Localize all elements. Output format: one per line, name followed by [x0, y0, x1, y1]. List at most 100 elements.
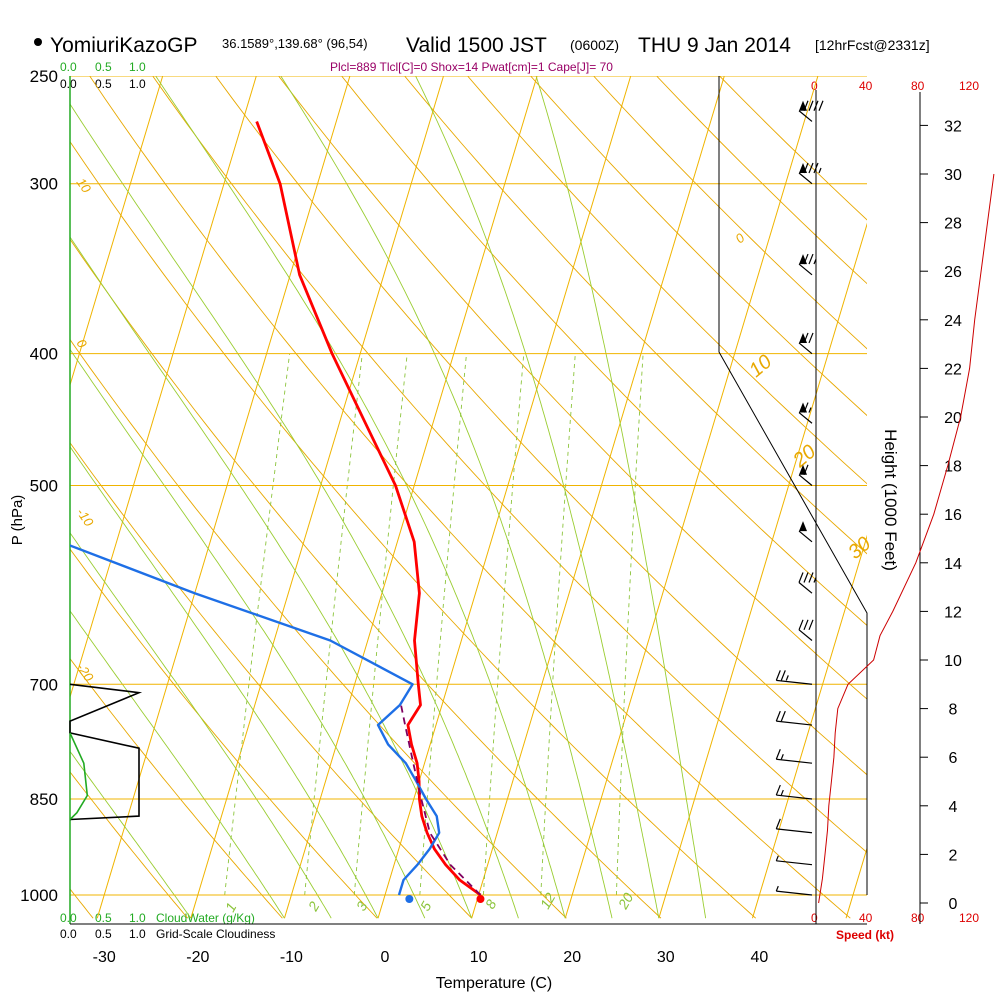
wind-barb-shaft: [798, 172, 813, 185]
wind-barb-shaft: [776, 679, 813, 685]
wind-barb-flag: [808, 100, 814, 111]
dewpoint-profile-line: [70, 544, 441, 896]
wind-barb-flag: [813, 162, 819, 174]
mixing-ratio-line: [615, 353, 644, 896]
wind-barb-shaft: [776, 860, 813, 866]
wind-barb-flag: [808, 619, 814, 631]
pressure-tick-label: 850: [30, 790, 58, 809]
isotherm-line: [564, 76, 819, 919]
wind-barb-pennant: [799, 521, 808, 532]
speed-tick: 80: [911, 79, 925, 93]
height-tick-label: 14: [944, 556, 962, 573]
wind-barb-half-flag: [813, 577, 817, 583]
wind-barb-flag: [803, 162, 809, 174]
dry-adiabat-line: [530, 76, 867, 417]
wind-barb-shaft: [776, 758, 813, 764]
stability-indices: Plcl=889 Tlcl[C]=0 Shox=14 Pwat[cm]=1 Ca…: [330, 60, 613, 74]
mixing-ratio-label: 2: [304, 899, 322, 915]
height-tick-label: 20: [944, 410, 962, 427]
wind-barb-shaft: [776, 794, 813, 800]
height-tick-label: 24: [944, 313, 962, 330]
pressure-tick-label: 300: [30, 175, 58, 194]
temperature-surface-marker: [476, 895, 485, 903]
moist-adiabat-line: [70, 750, 192, 919]
dry-adiabat-line: [592, 76, 867, 350]
wind-barb-shaft: [798, 474, 813, 486]
mixing-ratio-label: 20: [614, 890, 636, 913]
dry-adiabat-line: [70, 771, 189, 919]
speed-tick: 80: [911, 911, 925, 925]
wind-barb: [775, 784, 813, 800]
height-tick-label: 6: [949, 750, 958, 767]
speed-tick: 40: [859, 911, 873, 925]
dry-adiabat-label: 20: [788, 441, 820, 473]
speed-tick: 120: [959, 911, 979, 925]
cloudiness-tick: 0.0: [60, 927, 77, 941]
wind-barb: [775, 885, 813, 896]
height-tick-label: 12: [944, 604, 962, 621]
temperature-profile-line: [255, 121, 482, 897]
speed-tick: 40: [859, 79, 873, 93]
wind-barb: [798, 619, 814, 641]
cloudiness-label: Grid-Scale Cloudiness: [156, 927, 275, 941]
wind-barb-flag: [803, 253, 809, 265]
wind-barb-flag: [803, 464, 809, 476]
speed-scale-top: 0 40 80 120: [811, 79, 979, 93]
wind-barb: [775, 818, 813, 834]
cloudiness-tick: 0.5: [95, 77, 112, 91]
wind-barb: [798, 253, 817, 276]
wind-barb-flag: [808, 253, 814, 265]
dry-adiabat-line: [70, 548, 378, 919]
wind-barb-flag: [803, 332, 809, 344]
cloudwater-label: CloudWater (g/Kg): [156, 911, 255, 925]
wind-barb-flag: [775, 749, 781, 760]
wind-barb: [798, 572, 817, 594]
station-bullet: [34, 38, 42, 46]
cloudwater-tick: 0.0: [60, 60, 77, 74]
cloud-scale-bottom: 0.0 0.5 1.0 CloudWater (g/Kg) 0.0 0.5 1.…: [60, 911, 275, 941]
cloud-scale-top: 0.0 0.5 1.0 0.0 0.5 1.0: [60, 60, 146, 91]
wind-barb-half-flag: [775, 855, 779, 862]
temperature-tick-label: -30: [93, 949, 116, 966]
height-tick-label: 10: [944, 653, 962, 670]
mixing-ratio-line: [540, 353, 576, 896]
wind-barb-flag: [818, 100, 824, 111]
wind-speed-profile: [818, 173, 995, 904]
wind-barb-flag: [798, 619, 804, 631]
cloudwater-tick: 0.5: [95, 911, 112, 925]
mixing-ratio-line: [224, 353, 291, 896]
dewpoint-surface-marker: [405, 895, 414, 903]
temperature-tick-label: -20: [186, 949, 209, 966]
mixing-ratio-line: [482, 353, 525, 896]
temperature-tick-label: 20: [563, 949, 581, 966]
dry-adiabat-label: 10: [745, 351, 776, 382]
moist-adiabat-line: [70, 610, 285, 919]
isotherm-line: [70, 76, 257, 699]
height-tick-label: 32: [944, 118, 962, 135]
wind-barb: [798, 464, 813, 486]
wind-barb: [798, 332, 814, 355]
model-name: YomiuriKazoGP: [50, 34, 197, 57]
wind-barb-flag: [798, 572, 804, 583]
height-tick-label: 8: [949, 702, 958, 719]
moist-adiabat-line: [70, 445, 379, 919]
temperature-tick-label: 0: [381, 949, 390, 966]
wind-barb-shaft: [798, 412, 813, 424]
wind-barb-flag: [775, 710, 781, 722]
wind-barb-flag: [803, 572, 809, 583]
mixing-ratio-label: 5: [417, 899, 435, 914]
mixing-ratio-line: [304, 353, 363, 896]
forecast-label: [12hrFcst@2331z]: [815, 37, 930, 53]
wind-barb-half-flag: [813, 258, 817, 265]
background-lines: [70, 76, 867, 919]
dry-adiabat-line: [278, 76, 867, 700]
wind-barb-flag: [780, 710, 786, 722]
dry-adiabat-line: [70, 140, 756, 919]
isotherm-line: [845, 846, 867, 919]
wind-barb: [775, 855, 813, 866]
dry-adiabat-line: [152, 76, 867, 854]
height-axis-label: Height (1000 Feet): [881, 429, 900, 571]
moist-adiabat-line: [415, 76, 660, 919]
